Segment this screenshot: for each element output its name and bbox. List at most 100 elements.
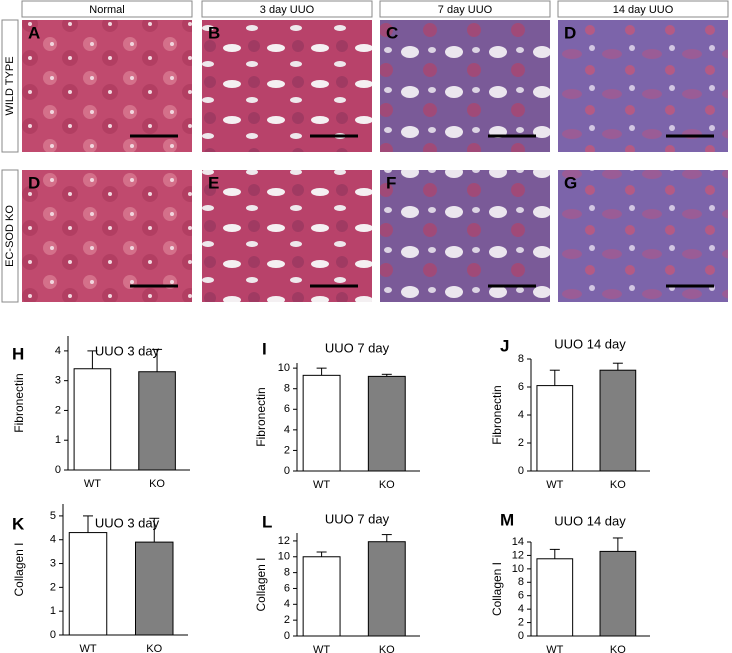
x-tick-label: KO bbox=[610, 644, 626, 653]
chart: L UUO 7 day Collagen I WT KO 0 2 4 6 8 10 12 bbox=[254, 511, 420, 653]
micrograph bbox=[558, 20, 728, 152]
y-tick-label: 1 bbox=[50, 605, 56, 617]
bar bbox=[367, 375, 406, 472]
micrograph bbox=[380, 20, 550, 152]
chart-title: UUO 14 day bbox=[554, 336, 626, 351]
y-tick-label: 2 bbox=[284, 614, 290, 626]
y-tick-label: 10 bbox=[512, 563, 524, 575]
x-tick-label: WT bbox=[84, 478, 101, 490]
x-tick-label: WT bbox=[313, 644, 330, 653]
x-tick-label: WT bbox=[546, 479, 563, 491]
y-tick-label: 0 bbox=[518, 465, 524, 477]
y-tick-label: 6 bbox=[284, 582, 290, 594]
column-header: 7 day UUO bbox=[438, 4, 493, 16]
x-tick-label: WT bbox=[79, 643, 96, 653]
header-box bbox=[21, 0, 193, 18]
y-tick-label: 6 bbox=[518, 590, 524, 602]
column-header: 3 day UUO bbox=[260, 4, 315, 16]
chart: K UUO 3 day Collagen I WT KO 0 1 2 3 4 5 bbox=[12, 504, 188, 653]
y-tick-label: 0 bbox=[50, 629, 56, 641]
header-box bbox=[201, 0, 373, 18]
bar bbox=[68, 532, 108, 636]
y-axis-label: Collagen I bbox=[254, 557, 268, 611]
chart: J UUO 14 day Fibronectin WT KO 0 2 4 6 8 bbox=[490, 336, 650, 491]
bar bbox=[73, 368, 112, 471]
panel-letter: E bbox=[208, 173, 219, 192]
row-box bbox=[1, 19, 19, 153]
panel-letter: K bbox=[12, 514, 25, 533]
bar bbox=[135, 541, 174, 636]
micrograph bbox=[380, 170, 550, 302]
y-tick-label: 6 bbox=[284, 403, 290, 415]
bar bbox=[536, 385, 574, 472]
y-tick-label: 4 bbox=[284, 424, 290, 436]
micrograph bbox=[202, 170, 372, 302]
panel-letter: M bbox=[500, 510, 514, 529]
row-label: EC-SOD KO bbox=[4, 205, 16, 267]
bar bbox=[138, 371, 176, 471]
panel-letter: D bbox=[28, 173, 40, 192]
row-labels: WILD TYPE EC-SOD KO bbox=[1, 19, 19, 303]
panel-letter: G bbox=[564, 173, 577, 192]
chart-title: UUO 7 day bbox=[325, 511, 390, 526]
chart-title: UUO 7 day bbox=[325, 340, 390, 355]
row-box bbox=[1, 169, 19, 303]
panel-letter: B bbox=[208, 23, 220, 42]
y-tick-label: 12 bbox=[512, 549, 524, 561]
row-label: WILD TYPE bbox=[4, 56, 16, 115]
y-tick-label: 0 bbox=[284, 630, 290, 642]
y-tick-label: 3 bbox=[55, 375, 61, 387]
x-tick-label: WT bbox=[546, 644, 563, 653]
bar bbox=[536, 558, 574, 637]
y-tick-label: 2 bbox=[518, 616, 524, 628]
y-tick-label: 5 bbox=[50, 510, 56, 522]
bar bbox=[367, 541, 406, 637]
x-tick-label: KO bbox=[379, 644, 395, 653]
y-axis-label: Fibronectin bbox=[490, 385, 504, 444]
chart-title: UUO 3 day bbox=[95, 343, 160, 358]
y-tick-label: 10 bbox=[278, 362, 290, 374]
x-tick-label: KO bbox=[146, 643, 162, 653]
micrographs: A B C D D E F G bbox=[22, 20, 728, 302]
micrograph bbox=[22, 170, 192, 302]
column-headers: Normal 3 day UUO 7 day UUO 14 day UUO bbox=[21, 0, 729, 18]
bar bbox=[599, 550, 637, 637]
y-tick-label: 0 bbox=[55, 464, 61, 476]
x-tick-label: KO bbox=[379, 479, 395, 491]
y-tick-label: 8 bbox=[284, 567, 290, 579]
x-tick-label: WT bbox=[313, 479, 330, 491]
y-tick-label: 0 bbox=[284, 465, 290, 477]
y-tick-label: 4 bbox=[55, 345, 61, 357]
y-tick-label: 8 bbox=[518, 576, 524, 588]
bar bbox=[599, 369, 637, 472]
y-tick-label: 8 bbox=[518, 353, 524, 365]
y-axis-label: Collagen I bbox=[12, 542, 26, 596]
column-header: Normal bbox=[89, 4, 124, 16]
y-axis-label: Fibronectin bbox=[12, 373, 26, 432]
y-tick-label: 10 bbox=[278, 551, 290, 563]
header-box bbox=[379, 0, 551, 18]
chart: I UUO 7 day Fibronectin WT KO 0 2 4 6 8 10 bbox=[254, 339, 420, 491]
chart-title: UUO 14 day bbox=[554, 513, 626, 528]
micrograph bbox=[558, 170, 728, 302]
panel-letter: D bbox=[564, 23, 576, 42]
y-axis-label: Collagen I bbox=[490, 562, 504, 616]
y-tick-label: 2 bbox=[50, 581, 56, 593]
panel-letter: H bbox=[12, 344, 24, 363]
chart-title: UUO 3 day bbox=[95, 515, 160, 530]
y-tick-label: 2 bbox=[284, 444, 290, 456]
panel-letter: J bbox=[500, 336, 509, 355]
y-tick-label: 4 bbox=[50, 534, 56, 546]
panel-letter: I bbox=[262, 339, 267, 358]
panel-letter: A bbox=[28, 23, 40, 42]
column-header: 14 day UUO bbox=[613, 4, 674, 16]
x-tick-label: KO bbox=[610, 479, 626, 491]
y-tick-label: 6 bbox=[518, 381, 524, 393]
bar bbox=[302, 374, 341, 472]
micrograph bbox=[202, 20, 372, 152]
y-tick-label: 4 bbox=[284, 598, 290, 610]
y-tick-label: 2 bbox=[518, 437, 524, 449]
